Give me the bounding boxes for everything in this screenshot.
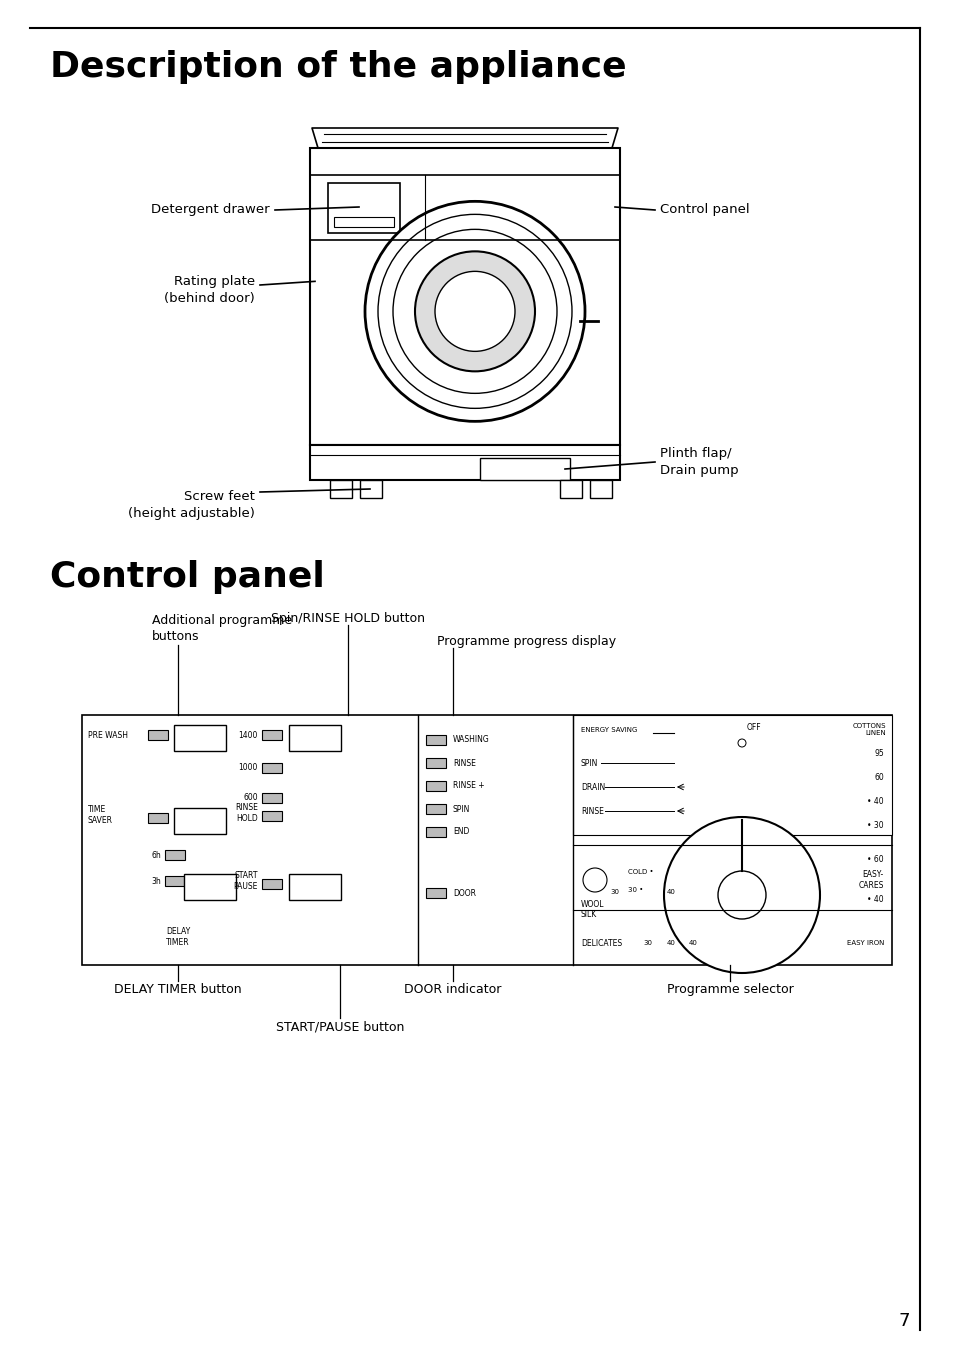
Text: START/PAUSE button: START/PAUSE button	[275, 1019, 404, 1033]
Text: 60: 60	[873, 772, 883, 781]
FancyBboxPatch shape	[426, 758, 446, 768]
Text: DELAY TIMER button: DELAY TIMER button	[114, 983, 241, 996]
Circle shape	[393, 230, 557, 393]
FancyBboxPatch shape	[328, 183, 399, 233]
Text: DELAY
TIMER: DELAY TIMER	[166, 927, 190, 946]
FancyBboxPatch shape	[426, 827, 446, 837]
Text: DELICATES: DELICATES	[580, 938, 621, 948]
Text: Plinth flap/
Drain pump: Plinth flap/ Drain pump	[659, 448, 738, 477]
Text: DRAIN: DRAIN	[580, 783, 604, 791]
Text: EASY-
CARES: EASY- CARES	[858, 871, 883, 890]
FancyBboxPatch shape	[310, 445, 619, 480]
Text: Additional programme
buttons: Additional programme buttons	[152, 614, 292, 644]
Text: WOOL
SILK: WOOL SILK	[580, 900, 604, 919]
Circle shape	[738, 740, 745, 748]
FancyBboxPatch shape	[359, 480, 381, 498]
Text: • 40: • 40	[866, 895, 883, 904]
Circle shape	[663, 817, 820, 973]
Text: ENERGY SAVING: ENERGY SAVING	[580, 727, 637, 733]
Circle shape	[365, 201, 584, 422]
Text: 30 •: 30 •	[627, 887, 642, 894]
Text: Programme selector: Programme selector	[666, 983, 793, 996]
FancyBboxPatch shape	[310, 147, 619, 445]
FancyBboxPatch shape	[289, 873, 340, 900]
Text: EASY IRON: EASY IRON	[845, 940, 883, 946]
Text: • 60: • 60	[866, 856, 883, 864]
Text: 1400: 1400	[238, 730, 257, 740]
FancyBboxPatch shape	[334, 218, 394, 227]
Text: 40: 40	[666, 890, 675, 895]
Text: Rating plate
(behind door): Rating plate (behind door)	[164, 274, 254, 306]
FancyBboxPatch shape	[173, 725, 226, 750]
Text: Control panel: Control panel	[50, 560, 324, 594]
Text: 40: 40	[666, 940, 675, 946]
Text: SPIN: SPIN	[453, 804, 470, 814]
Text: 30: 30	[610, 890, 618, 895]
FancyBboxPatch shape	[184, 873, 235, 900]
Text: TIME
SAVER: TIME SAVER	[88, 806, 112, 825]
FancyBboxPatch shape	[262, 730, 282, 740]
FancyBboxPatch shape	[82, 715, 891, 965]
FancyBboxPatch shape	[148, 730, 168, 740]
Text: START
PAUSE: START PAUSE	[233, 871, 257, 891]
Text: SPIN: SPIN	[580, 758, 598, 768]
FancyBboxPatch shape	[426, 735, 446, 745]
Text: WASHING: WASHING	[453, 735, 489, 745]
Text: DOOR indicator: DOOR indicator	[404, 983, 501, 996]
FancyBboxPatch shape	[330, 480, 352, 498]
Text: RINSE: RINSE	[453, 758, 476, 768]
Text: RINSE: RINSE	[580, 807, 603, 815]
Text: 7: 7	[898, 1311, 909, 1330]
Text: 30: 30	[643, 940, 652, 946]
Text: Screw feet
(height adjustable): Screw feet (height adjustable)	[128, 489, 254, 521]
FancyBboxPatch shape	[262, 794, 282, 803]
FancyBboxPatch shape	[289, 725, 340, 750]
FancyBboxPatch shape	[426, 804, 446, 814]
Text: DOOR: DOOR	[453, 888, 476, 898]
Text: • 40: • 40	[866, 796, 883, 806]
Text: 3h: 3h	[152, 876, 161, 886]
FancyBboxPatch shape	[589, 480, 612, 498]
FancyBboxPatch shape	[262, 763, 282, 773]
Text: Programme progress display: Programme progress display	[436, 635, 616, 648]
FancyBboxPatch shape	[426, 781, 446, 791]
Text: RINSE
HOLD: RINSE HOLD	[234, 803, 257, 823]
FancyBboxPatch shape	[165, 876, 185, 886]
FancyBboxPatch shape	[573, 715, 891, 836]
FancyBboxPatch shape	[559, 480, 581, 498]
FancyBboxPatch shape	[173, 808, 226, 834]
FancyBboxPatch shape	[148, 813, 168, 823]
Text: OFF: OFF	[746, 723, 760, 731]
FancyBboxPatch shape	[426, 888, 446, 898]
Text: • 30: • 30	[866, 821, 883, 830]
Text: 40: 40	[688, 940, 697, 946]
FancyBboxPatch shape	[479, 458, 569, 480]
Text: 6h: 6h	[152, 850, 161, 860]
Text: 1000: 1000	[238, 764, 257, 772]
Text: COTTONS
LINEN: COTTONS LINEN	[852, 723, 885, 735]
Text: END: END	[453, 827, 469, 837]
Circle shape	[435, 272, 515, 352]
Circle shape	[377, 215, 572, 408]
Text: 95: 95	[873, 749, 883, 757]
Circle shape	[718, 871, 765, 919]
Text: Spin/RINSE HOLD button: Spin/RINSE HOLD button	[271, 612, 424, 625]
Circle shape	[582, 868, 606, 892]
Text: PRE WASH: PRE WASH	[88, 730, 128, 740]
FancyBboxPatch shape	[262, 879, 282, 890]
Text: RINSE +: RINSE +	[453, 781, 484, 791]
FancyBboxPatch shape	[262, 811, 282, 821]
Text: Control panel: Control panel	[659, 204, 749, 216]
Text: 600: 600	[243, 794, 257, 803]
Text: COLD •: COLD •	[627, 869, 653, 875]
Text: Detergent drawer: Detergent drawer	[152, 204, 270, 216]
FancyBboxPatch shape	[165, 850, 185, 860]
Text: Description of the appliance: Description of the appliance	[50, 50, 626, 84]
Circle shape	[415, 251, 535, 372]
